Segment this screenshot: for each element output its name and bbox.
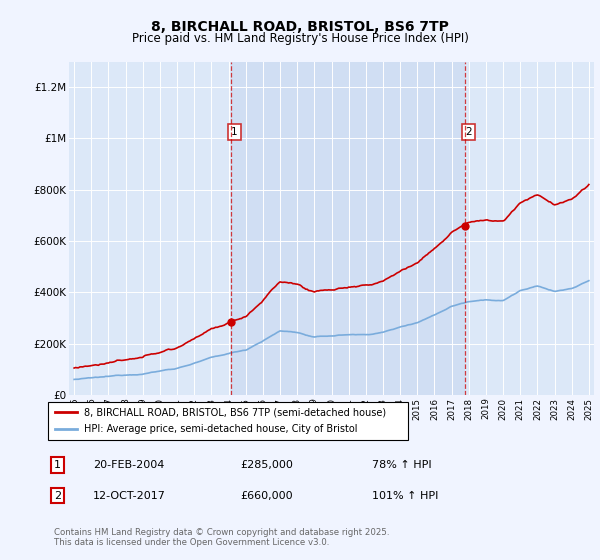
Text: 8, BIRCHALL ROAD, BRISTOL, BS6 7TP (semi-detached house): 8, BIRCHALL ROAD, BRISTOL, BS6 7TP (semi… [84,407,386,417]
Text: 78% ↑ HPI: 78% ↑ HPI [372,460,431,470]
Text: Contains HM Land Registry data © Crown copyright and database right 2025.
This d: Contains HM Land Registry data © Crown c… [54,528,389,547]
Text: 1: 1 [54,460,61,470]
Text: 1: 1 [231,127,238,137]
Text: 2: 2 [54,491,61,501]
Text: 12-OCT-2017: 12-OCT-2017 [93,491,166,501]
Bar [231,62,465,395]
Text: £285,000: £285,000 [240,460,293,470]
Text: £660,000: £660,000 [240,491,293,501]
Text: 2: 2 [465,127,472,137]
Text: 8, BIRCHALL ROAD, BRISTOL, BS6 7TP: 8, BIRCHALL ROAD, BRISTOL, BS6 7TP [151,20,449,34]
Text: 101% ↑ HPI: 101% ↑ HPI [372,491,439,501]
Text: Price paid vs. HM Land Registry's House Price Index (HPI): Price paid vs. HM Land Registry's House … [131,32,469,45]
Text: HPI: Average price, semi-detached house, City of Bristol: HPI: Average price, semi-detached house,… [84,424,358,434]
Text: 20-FEB-2004: 20-FEB-2004 [93,460,164,470]
